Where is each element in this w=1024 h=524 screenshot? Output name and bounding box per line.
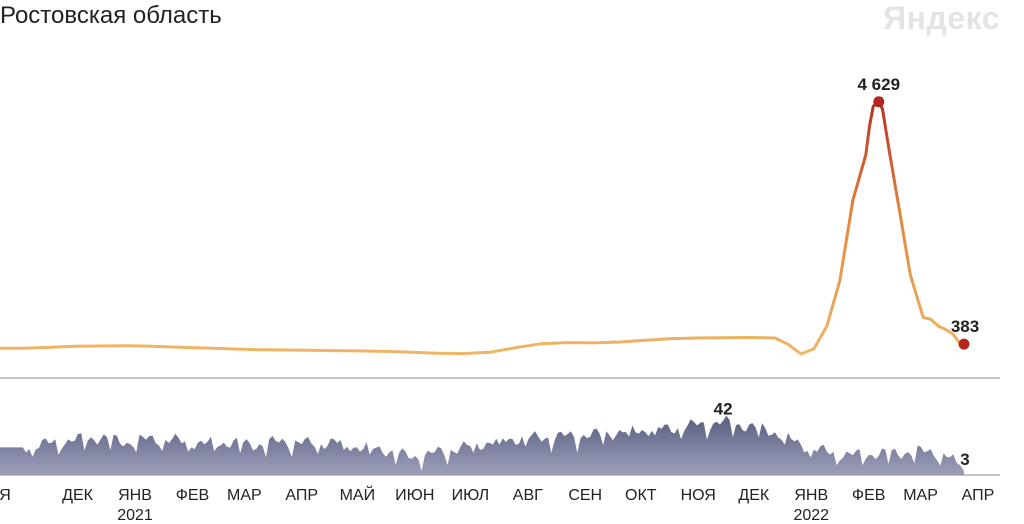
x-tick-label: МАР	[227, 487, 262, 504]
cases-data-label-0: 4 629	[858, 75, 901, 94]
cases-marker-1	[958, 338, 970, 350]
deaths-area-series-0	[0, 415, 964, 475]
x-tick-year-label: 2022	[793, 507, 829, 524]
x-tick-label: ЯНВ	[118, 487, 152, 504]
x-tick-label: АВГ	[513, 487, 543, 504]
deaths-data-label-0: 42	[714, 399, 733, 418]
cases-line-series-0	[0, 100, 966, 356]
x-tick-label: АПР	[285, 487, 318, 504]
x-tick-label: МАЙ	[340, 485, 376, 504]
x-tick-label: Я	[0, 487, 11, 504]
x-tick-label: ИЮН	[395, 487, 434, 504]
yandex-logo: Яндекс	[883, 0, 1000, 36]
x-tick-label: ФЕВ	[176, 487, 210, 504]
cases-chart: 4 629 383	[0, 75, 979, 356]
x-axis: Я ДЕК ЯНВ 2021 ФЕВ МАР АПР МАЙ ИЮН ИЮЛ АВГ СЕН ОКТ НО…	[0, 485, 994, 524]
deaths-data-label-1: 3	[960, 450, 969, 469]
x-tick-label: МАР	[903, 487, 938, 504]
x-tick-label: ФЕВ	[852, 487, 886, 504]
x-tick-label: ИЮЛ	[452, 487, 489, 504]
cases-data-label-1: 383	[951, 317, 979, 336]
x-tick-label: СЕН	[568, 487, 602, 504]
x-tick-label: ДЕК	[62, 487, 94, 504]
deaths-chart: 42 3	[0, 399, 970, 475]
x-tick-label: ОКТ	[625, 487, 657, 504]
x-tick-label: НОЯ	[681, 487, 716, 504]
chart-title: Ростовская область	[0, 2, 222, 29]
x-tick-label: ЯНВ	[794, 487, 828, 504]
x-tick-label: АПР	[962, 487, 995, 504]
cases-marker-0	[873, 96, 885, 108]
x-tick-label: ДЕК	[738, 487, 770, 504]
x-tick-year-label: 2021	[117, 507, 153, 524]
